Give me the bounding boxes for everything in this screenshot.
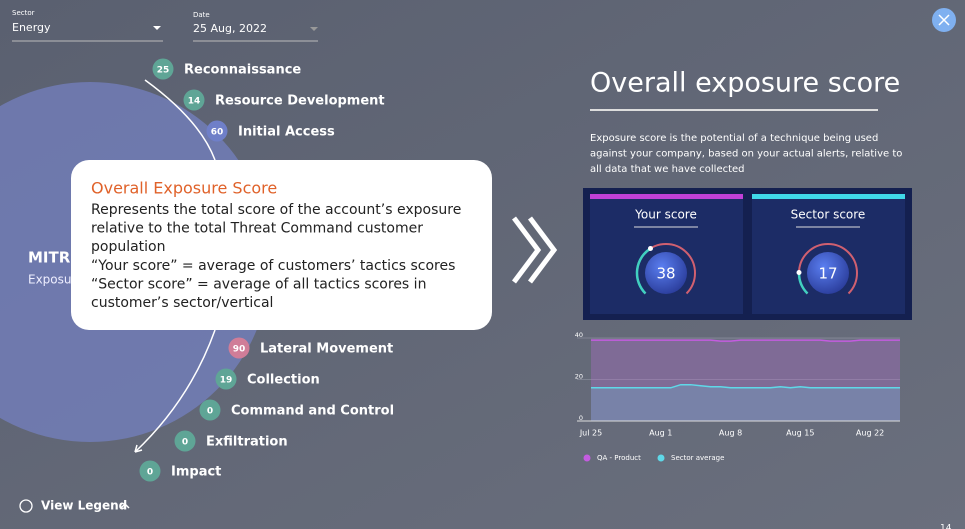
tactic-name[interactable]: Lateral Movement bbox=[260, 342, 393, 357]
tactic-name[interactable]: Command and Control bbox=[231, 404, 394, 419]
x-tick-label: Aug 22 bbox=[856, 429, 884, 438]
filter-value[interactable]: 25 Aug, 2022 bbox=[193, 22, 267, 35]
tactic-badge[interactable] bbox=[174, 430, 196, 452]
filter-value[interactable]: Energy bbox=[12, 21, 51, 34]
tactic-path bbox=[134, 79, 216, 453]
tactic-name[interactable]: Impact bbox=[171, 465, 221, 480]
dropdown-arrow[interactable] bbox=[310, 27, 318, 31]
legend-swatch bbox=[583, 454, 591, 462]
x-tick-label: Aug 15 bbox=[786, 429, 814, 438]
card-score: 38 bbox=[656, 265, 675, 283]
y-tick-label: 20 bbox=[575, 373, 583, 381]
gauge-knob bbox=[647, 246, 653, 252]
page-number: 14 bbox=[940, 524, 952, 529]
tactic-name[interactable]: Reconnaissance bbox=[184, 63, 301, 78]
tactic-score: 0 bbox=[147, 468, 153, 478]
caret[interactable] bbox=[120, 502, 130, 509]
series-line bbox=[591, 383, 900, 389]
tooltip-line: customer’s sector/vertical bbox=[91, 295, 273, 311]
tactic-score: 25 bbox=[157, 66, 170, 76]
wheel-subtitle: Exposu bbox=[28, 273, 72, 287]
series-line bbox=[591, 339, 900, 342]
tactic-score: 90 bbox=[233, 345, 246, 355]
tooltip-line: “Sector score” = average of all tactics … bbox=[91, 276, 426, 292]
panel-title: Overall exposure score bbox=[590, 68, 900, 99]
tooltip-title: Overall Exposure Score bbox=[91, 179, 277, 198]
tactic-badge[interactable] bbox=[206, 120, 228, 142]
wheel-title: MITR bbox=[28, 249, 71, 267]
tooltip-line: population bbox=[91, 239, 166, 255]
info-icon bbox=[19, 499, 33, 513]
gauge-ball bbox=[807, 252, 849, 294]
gauge-value bbox=[635, 247, 652, 295]
series-area bbox=[591, 384, 900, 421]
panel-description: against your company, based on your actu… bbox=[590, 149, 902, 160]
tactic-name[interactable]: Exfiltration bbox=[206, 435, 288, 450]
y-tick-label: 40 bbox=[575, 331, 583, 339]
tactic-badge[interactable] bbox=[152, 58, 174, 80]
x-tick-label: Aug 8 bbox=[719, 429, 742, 438]
legend-label: Sector average bbox=[671, 454, 724, 462]
dropdown-arrow[interactable] bbox=[153, 26, 161, 30]
panel-description: all data that we have collected bbox=[590, 164, 745, 175]
view-legend[interactable]: View Legend bbox=[41, 499, 127, 513]
card-label: Your score bbox=[634, 208, 697, 222]
tactic-score: 0 bbox=[182, 438, 188, 448]
x-tick-label: Jul 25 bbox=[579, 429, 602, 438]
tactic-score: 14 bbox=[188, 97, 201, 107]
card-stripe bbox=[752, 194, 905, 199]
gauge-knob bbox=[796, 270, 802, 276]
tactic-badge[interactable] bbox=[215, 368, 237, 390]
card-label: Sector score bbox=[791, 208, 866, 222]
path-arrow bbox=[134, 444, 143, 453]
filter-label: Date bbox=[193, 11, 210, 19]
card-score: 17 bbox=[818, 265, 837, 283]
tooltip-line: relative to the total Threat Command cus… bbox=[91, 221, 423, 237]
tactic-badge[interactable] bbox=[228, 337, 250, 359]
gauge-ball bbox=[645, 252, 687, 294]
series-area bbox=[591, 340, 900, 421]
tactic-score: 19 bbox=[220, 376, 233, 386]
chevron bbox=[512, 216, 558, 284]
legend-label: QA - Product bbox=[597, 454, 641, 462]
tooltip-line: Represents the total score of the accoun… bbox=[91, 202, 461, 218]
tactic-score: 0 bbox=[207, 407, 213, 417]
tactic-name[interactable]: Collection bbox=[247, 373, 320, 388]
tactic-badge[interactable] bbox=[199, 399, 221, 421]
tooltip bbox=[71, 160, 492, 330]
tooltip-line: “Your score” = average of customers’ tac… bbox=[91, 258, 455, 274]
tactic-score: 60 bbox=[211, 128, 224, 138]
tactic-badge[interactable] bbox=[139, 460, 161, 482]
tactic-name[interactable]: Resource Development bbox=[215, 94, 385, 109]
filter-label: Sector bbox=[12, 9, 35, 17]
card-stripe bbox=[590, 194, 743, 199]
expand-icon bbox=[938, 14, 950, 26]
panel-description: Exposure score is the potential of a tec… bbox=[590, 133, 878, 144]
x-tick-label: Aug 1 bbox=[649, 429, 672, 438]
tactic-badge[interactable] bbox=[183, 89, 205, 111]
legend-swatch bbox=[657, 454, 665, 462]
tactic-name[interactable]: Initial Access bbox=[238, 125, 335, 140]
y-tick-label: 0 bbox=[579, 414, 583, 422]
